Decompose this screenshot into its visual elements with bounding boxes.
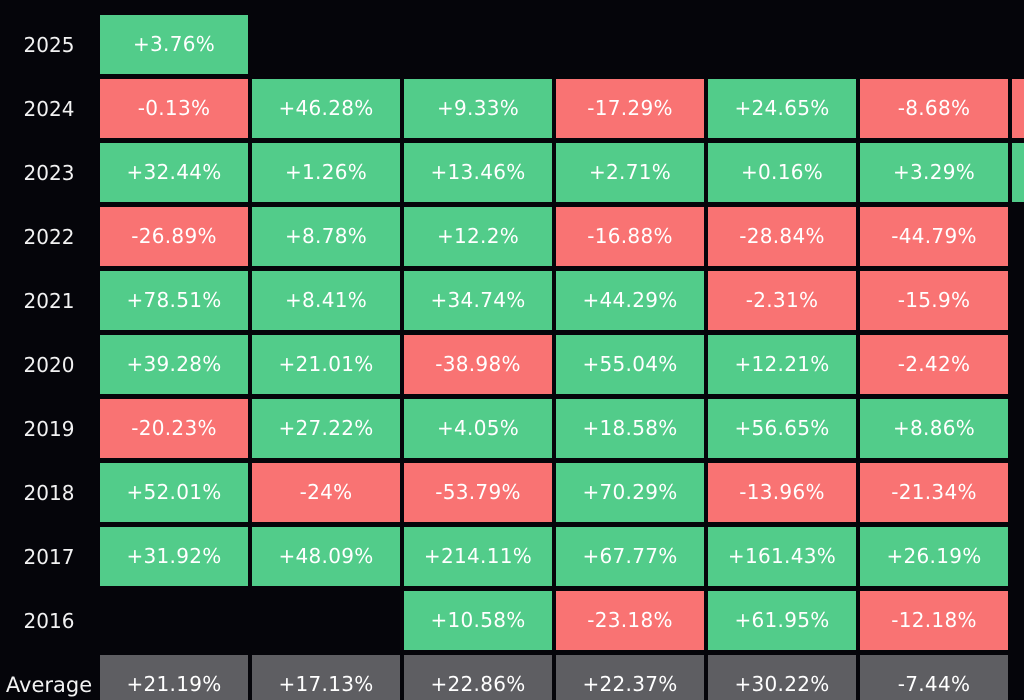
heatmap-cell-2020-col6: -2.42%	[860, 335, 1008, 394]
heatmap-cell-2024-col2: +46.28%	[252, 79, 400, 138]
heatmap-cell-2017-col2: +48.09%	[252, 527, 400, 586]
heatmap-cell-2017-col4: +67.77%	[556, 527, 704, 586]
heatmap-cell-average-col5: +30.22%	[708, 655, 856, 700]
heatmap-cell-2018-col4: +70.29%	[556, 463, 704, 522]
heatmap-cell-average-col4: +22.37%	[556, 655, 704, 700]
row-label-2025: 2025	[23, 33, 75, 57]
heatmap-cell-2020-col2: +21.01%	[252, 335, 400, 394]
heatmap-cell-2022-col4: -16.88%	[556, 207, 704, 266]
heatmap-cell-2017-col5: +161.43%	[708, 527, 856, 586]
heatmap-cell-2024-col4: -17.29%	[556, 79, 704, 138]
row-label-2017: 2017	[23, 545, 75, 569]
heatmap-cell-2023-col3: +13.46%	[404, 143, 552, 202]
row-label-2016: 2016	[23, 609, 75, 633]
heatmap-cell-2023-col6: +3.29%	[860, 143, 1008, 202]
heatmap-cell-2020-col4: +55.04%	[556, 335, 704, 394]
heatmap-cell-2022-col5: -28.84%	[708, 207, 856, 266]
heatmap-cell-2020-col5: +12.21%	[708, 335, 856, 394]
heatmap-cell-2018-col2: -24%	[252, 463, 400, 522]
heatmap-cell-2024-col7-partial	[1012, 79, 1024, 138]
heatmap-cell-average-col3: +22.86%	[404, 655, 552, 700]
row-label-2024: 2024	[23, 97, 75, 121]
heatmap-cell-2016-col3: +10.58%	[404, 591, 552, 650]
heatmap-cell-2021-col4: +44.29%	[556, 271, 704, 330]
heatmap-cell-2016-col6: -12.18%	[860, 591, 1008, 650]
heatmap-cell-2022-col2: +8.78%	[252, 207, 400, 266]
row-label-average: Average	[5, 673, 93, 697]
heatmap-cell-2018-col5: -13.96%	[708, 463, 856, 522]
heatmap-cell-2023-col1: +32.44%	[100, 143, 248, 202]
heatmap-cell-average-col1: +21.19%	[100, 655, 248, 700]
heatmap-cell-2020-col1: +39.28%	[100, 335, 248, 394]
heatmap-cell-2016-col5: +61.95%	[708, 591, 856, 650]
heatmap-cell-average-col2: +17.13%	[252, 655, 400, 700]
heatmap-cell-2024-col5: +24.65%	[708, 79, 856, 138]
heatmap-cell-2021-col2: +8.41%	[252, 271, 400, 330]
heatmap-cell-2025-col1: +3.76%	[100, 15, 248, 74]
heatmap-cell-2019-col2: +27.22%	[252, 399, 400, 458]
heatmap-cell-2020-col3: -38.98%	[404, 335, 552, 394]
heatmap-cell-2018-col3: -53.79%	[404, 463, 552, 522]
heatmap-cell-2018-col6: -21.34%	[860, 463, 1008, 522]
heatmap-cell-average-col6: -7.44%	[860, 655, 1008, 700]
row-label-2021: 2021	[23, 289, 75, 313]
row-label-2022: 2022	[23, 225, 75, 249]
heatmap-cell-2021-col3: +34.74%	[404, 271, 552, 330]
heatmap-cell-2019-col3: +4.05%	[404, 399, 552, 458]
heatmap-cell-2022-col6: -44.79%	[860, 207, 1008, 266]
row-label-2023: 2023	[23, 161, 75, 185]
heatmap-cell-2019-col5: +56.65%	[708, 399, 856, 458]
heatmap-cell-2021-col6: -15.9%	[860, 271, 1008, 330]
row-label-2019: 2019	[23, 417, 75, 441]
heatmap-cell-2021-col5: -2.31%	[708, 271, 856, 330]
heatmap-cell-2019-col4: +18.58%	[556, 399, 704, 458]
heatmap-cell-2023-col2: +1.26%	[252, 143, 400, 202]
heatmap-cell-2024-col3: +9.33%	[404, 79, 552, 138]
heatmap-cell-2016-col4: -23.18%	[556, 591, 704, 650]
heatmap-cell-2017-col6: +26.19%	[860, 527, 1008, 586]
heatmap-cell-2018-col1: +52.01%	[100, 463, 248, 522]
row-label-2020: 2020	[23, 353, 75, 377]
row-label-2018: 2018	[23, 481, 75, 505]
heatmap-cell-2017-col1: +31.92%	[100, 527, 248, 586]
heatmap-cell-2021-col1: +78.51%	[100, 271, 248, 330]
heatmap-cell-2017-col3: +214.11%	[404, 527, 552, 586]
heatmap-cell-2023-col4: +2.71%	[556, 143, 704, 202]
heatmap-cell-2022-col1: -26.89%	[100, 207, 248, 266]
heatmap-cell-2019-col6: +8.86%	[860, 399, 1008, 458]
heatmap-cell-2019-col1: -20.23%	[100, 399, 248, 458]
heatmap-cell-2024-col1: -0.13%	[100, 79, 248, 138]
heatmap-cell-2023-col7-partial	[1012, 143, 1024, 202]
heatmap-cell-2023-col5: +0.16%	[708, 143, 856, 202]
heatmap-cell-2024-col6: -8.68%	[860, 79, 1008, 138]
heatmap-cell-2022-col3: +12.2%	[404, 207, 552, 266]
